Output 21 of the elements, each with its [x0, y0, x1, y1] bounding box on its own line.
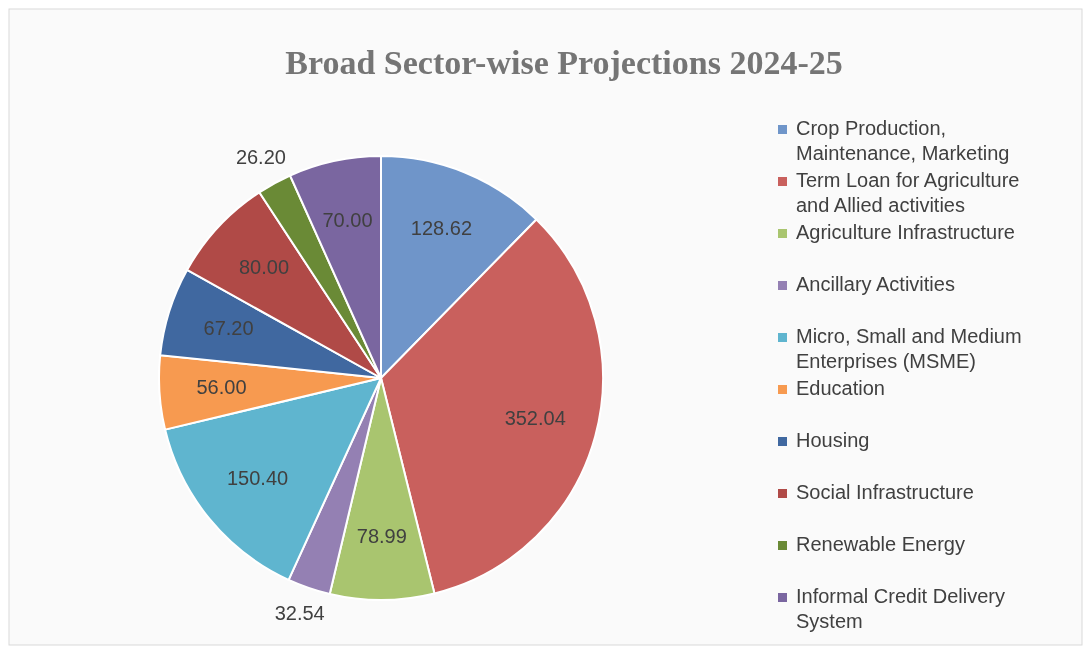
chart-title: Broad Sector-wise Projections 2024-25: [285, 44, 843, 81]
legend-label: Agriculture Infrastructure: [796, 221, 1015, 244]
data-label: 70.00: [322, 208, 373, 231]
data-label: 128.62: [410, 217, 473, 240]
data-label: 26.20: [235, 146, 286, 169]
data-label: 352.04: [504, 407, 566, 430]
data-label: 32.54: [274, 601, 325, 624]
legend-label: Crop Production, Maintenance, Marketing: [796, 117, 1010, 165]
legend-label: Housing: [796, 429, 870, 452]
legend-label: Education: [796, 377, 885, 400]
legend-label: Term Loan for Agriculture and Allied activities: [796, 169, 1020, 217]
legend-label: Renewable Energy: [796, 533, 965, 556]
data-label: 67.20: [203, 317, 254, 340]
legend-label: Ancillary Activities: [796, 273, 955, 296]
data-label: 78.99: [356, 525, 407, 548]
data-label: 150.40: [226, 466, 289, 489]
legend-label: Social Infrastructure: [796, 481, 974, 504]
data-label: 56.00: [196, 375, 247, 398]
data-label: 80.00: [238, 256, 290, 279]
legend-label: Informal Credit Delivery System: [796, 585, 1005, 633]
legend-label: Micro, Small and Medium Enterprises (MSME): [796, 325, 1022, 373]
